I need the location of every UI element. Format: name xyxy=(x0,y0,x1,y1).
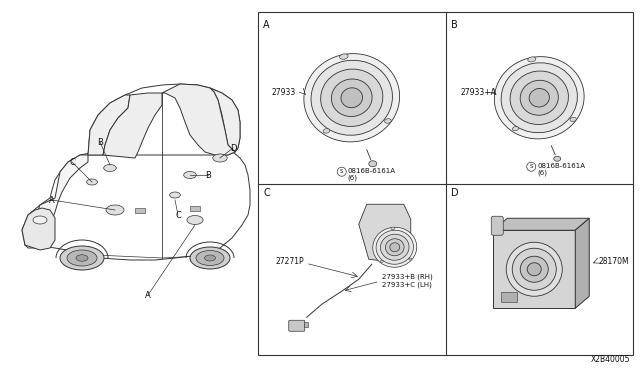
Ellipse shape xyxy=(184,171,196,179)
Text: 0816B-6161A: 0816B-6161A xyxy=(348,168,396,174)
Ellipse shape xyxy=(520,256,548,282)
Ellipse shape xyxy=(528,57,536,62)
Ellipse shape xyxy=(380,234,409,260)
Text: C: C xyxy=(263,187,269,198)
Text: (6): (6) xyxy=(348,174,358,181)
Ellipse shape xyxy=(67,250,97,266)
Ellipse shape xyxy=(60,246,104,270)
Ellipse shape xyxy=(332,79,372,116)
Text: A: A xyxy=(145,291,151,299)
Circle shape xyxy=(337,167,346,176)
Ellipse shape xyxy=(86,179,97,185)
Ellipse shape xyxy=(106,205,124,215)
Ellipse shape xyxy=(372,227,417,267)
Text: D: D xyxy=(230,144,236,153)
Text: 27933+C (LH): 27933+C (LH) xyxy=(381,282,431,289)
Text: 27271P: 27271P xyxy=(276,257,305,266)
Bar xyxy=(258,12,633,355)
Text: X2B40005: X2B40005 xyxy=(591,355,630,364)
Ellipse shape xyxy=(196,250,224,266)
Ellipse shape xyxy=(512,248,556,290)
Bar xyxy=(493,230,575,308)
Ellipse shape xyxy=(529,89,549,107)
Polygon shape xyxy=(88,84,240,155)
Ellipse shape xyxy=(391,227,395,230)
Polygon shape xyxy=(210,88,240,152)
Ellipse shape xyxy=(369,161,377,167)
Ellipse shape xyxy=(341,88,362,108)
Polygon shape xyxy=(575,218,589,308)
Ellipse shape xyxy=(390,243,400,252)
Ellipse shape xyxy=(554,156,561,161)
FancyBboxPatch shape xyxy=(289,320,305,331)
Ellipse shape xyxy=(380,260,383,262)
Text: C: C xyxy=(175,211,181,219)
Text: B: B xyxy=(451,20,457,30)
Text: 27933+B (RH): 27933+B (RH) xyxy=(381,274,433,280)
Polygon shape xyxy=(103,93,162,158)
Ellipse shape xyxy=(33,216,47,224)
Ellipse shape xyxy=(506,242,563,296)
Ellipse shape xyxy=(570,117,576,122)
Ellipse shape xyxy=(304,54,399,142)
Ellipse shape xyxy=(527,263,541,276)
Ellipse shape xyxy=(385,239,404,256)
Bar xyxy=(190,206,200,211)
FancyBboxPatch shape xyxy=(492,216,503,235)
Text: B: B xyxy=(97,138,103,147)
Polygon shape xyxy=(25,155,88,248)
Ellipse shape xyxy=(513,126,518,131)
Ellipse shape xyxy=(520,80,558,115)
Text: A: A xyxy=(263,20,269,30)
Circle shape xyxy=(527,162,536,171)
Polygon shape xyxy=(88,95,130,155)
Text: 0816B-6161A: 0816B-6161A xyxy=(537,163,585,169)
Polygon shape xyxy=(162,84,235,155)
Ellipse shape xyxy=(321,69,383,126)
Bar xyxy=(501,292,517,302)
Ellipse shape xyxy=(205,255,216,261)
Ellipse shape xyxy=(187,215,203,224)
Ellipse shape xyxy=(170,192,180,198)
Text: 27933: 27933 xyxy=(272,88,296,97)
Polygon shape xyxy=(22,208,55,250)
Ellipse shape xyxy=(190,247,230,269)
Text: 27933+A: 27933+A xyxy=(460,88,496,97)
Ellipse shape xyxy=(104,164,116,171)
Ellipse shape xyxy=(323,129,330,133)
Ellipse shape xyxy=(76,255,88,261)
Ellipse shape xyxy=(376,230,413,264)
Ellipse shape xyxy=(501,63,577,133)
Bar xyxy=(135,208,145,213)
Text: S: S xyxy=(340,169,344,174)
Ellipse shape xyxy=(510,71,568,125)
Text: 28170M: 28170M xyxy=(598,257,629,266)
Text: (6): (6) xyxy=(537,170,547,176)
Polygon shape xyxy=(493,218,589,230)
Text: C: C xyxy=(69,157,75,167)
Ellipse shape xyxy=(409,258,412,260)
Polygon shape xyxy=(22,142,250,260)
Bar xyxy=(304,322,308,327)
Ellipse shape xyxy=(340,54,348,59)
Ellipse shape xyxy=(311,60,392,135)
Polygon shape xyxy=(359,204,411,262)
Text: A: A xyxy=(49,196,55,205)
Ellipse shape xyxy=(385,119,391,123)
Text: D: D xyxy=(451,187,458,198)
Text: S: S xyxy=(529,164,533,169)
Ellipse shape xyxy=(494,57,584,139)
Text: B: B xyxy=(205,170,211,180)
Ellipse shape xyxy=(212,154,227,162)
